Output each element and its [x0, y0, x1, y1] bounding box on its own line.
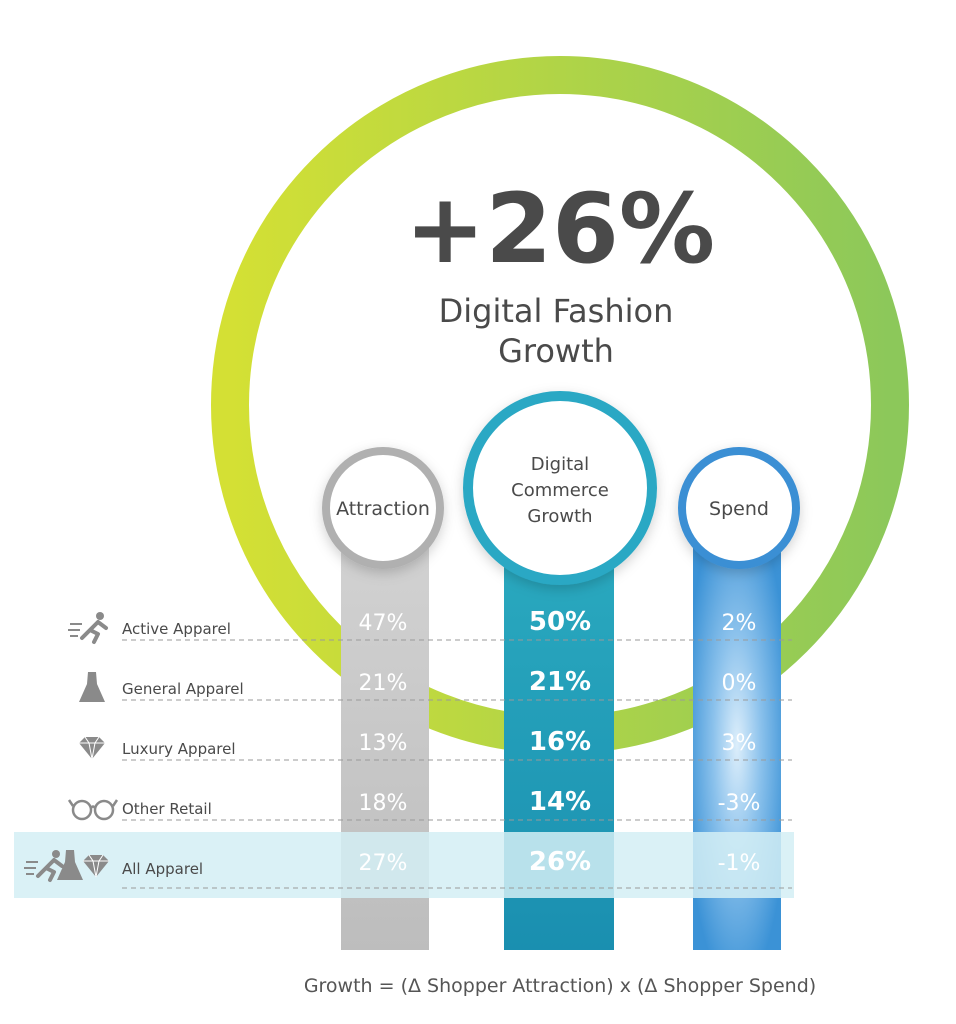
- growth-header-line3: Growth: [527, 506, 592, 527]
- attraction-header: Attraction: [322, 447, 444, 569]
- value-growth: 16%: [529, 727, 591, 757]
- glasses-icon: [67, 799, 119, 821]
- row-label: Active Apparel: [122, 620, 231, 638]
- value-attraction: 13%: [359, 731, 408, 756]
- growth-header-line1: Digital: [531, 454, 589, 475]
- value-spend: 0%: [722, 671, 757, 696]
- diamond-icon: [83, 854, 109, 878]
- value-attraction: 21%: [359, 671, 408, 696]
- runner-icon: [24, 850, 64, 882]
- spend-header: Spend: [678, 447, 800, 569]
- row-label: All Apparel: [122, 860, 203, 878]
- dress-icon: [57, 850, 83, 880]
- attraction-header-label: Attraction: [336, 498, 430, 520]
- value-spend: 3%: [722, 731, 757, 756]
- value-growth: 21%: [529, 667, 591, 697]
- spend-header-label: Spend: [709, 498, 769, 520]
- value-growth: 26%: [529, 847, 591, 877]
- table-row: Active Apparel 47% 50% 2%: [68, 607, 792, 644]
- headline-label-line1: Digital Fashion: [439, 292, 674, 330]
- value-attraction: 18%: [359, 791, 408, 816]
- row-label: General Apparel: [122, 680, 244, 698]
- headline-label-line2: Growth: [498, 332, 614, 370]
- runner-icon: [68, 612, 108, 644]
- data-rows: Active Apparel 47% 50% 2% General Apparel 21%…: [14, 607, 794, 898]
- growth-header-line2: Commerce: [511, 480, 609, 501]
- row-label: Luxury Apparel: [122, 740, 236, 758]
- table-row: All Apparel 27% 26% -1%: [14, 832, 794, 898]
- value-growth: 14%: [529, 787, 591, 817]
- highlight-band: [14, 832, 794, 898]
- value-spend: -1%: [718, 851, 761, 876]
- row-label: Other Retail: [122, 800, 212, 818]
- table-row: General Apparel 21% 21% 0%: [79, 667, 792, 702]
- headline-value: +26%: [405, 173, 715, 285]
- value-spend: -3%: [718, 791, 761, 816]
- value-growth: 50%: [529, 607, 591, 637]
- value-spend: 2%: [722, 611, 757, 636]
- value-attraction: 27%: [359, 851, 408, 876]
- table-row: Other Retail 18% 14% -3%: [67, 787, 792, 821]
- dress-icon: [79, 672, 105, 702]
- diamond-icon: [79, 736, 105, 760]
- all-apparel-icons: [24, 850, 109, 882]
- footer-formula: Growth = (Δ Shopper Attraction) x (Δ Sho…: [304, 975, 816, 997]
- value-attraction: 47%: [359, 611, 408, 636]
- growth-header: Digital Commerce Growth: [463, 391, 657, 585]
- table-row: Luxury Apparel 13% 16% 3%: [79, 727, 792, 761]
